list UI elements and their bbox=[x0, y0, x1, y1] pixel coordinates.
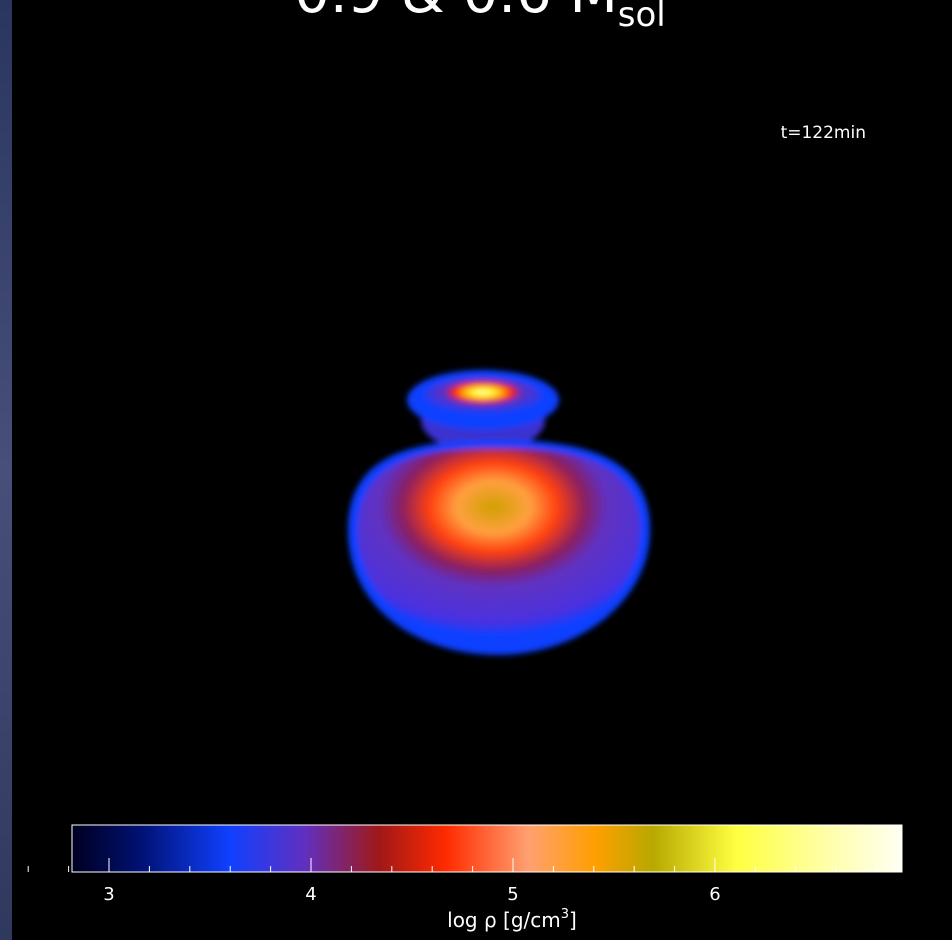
colorbar bbox=[72, 825, 902, 872]
page: 0.9 & 0.6 Msol t=122min 3 4 5 6 log ρ [g/cm… bbox=[0, 0, 952, 940]
colorbar-tick-label: 3 bbox=[103, 884, 114, 905]
time-label: t=122min bbox=[781, 123, 866, 143]
title: 0.9 & 0.6 Msol bbox=[294, 0, 665, 35]
colorbar-label: log ρ [g/cm3] bbox=[447, 907, 577, 932]
colorbar-tick-label: 6 bbox=[709, 884, 720, 905]
density-blob bbox=[348, 370, 650, 655]
render: 0.9 & 0.6 Msol t=122min 3 4 5 6 log ρ [g/cm… bbox=[0, 0, 952, 940]
colorbar-tick-label: 5 bbox=[507, 884, 518, 905]
colorbar-tick-label: 4 bbox=[305, 884, 316, 905]
